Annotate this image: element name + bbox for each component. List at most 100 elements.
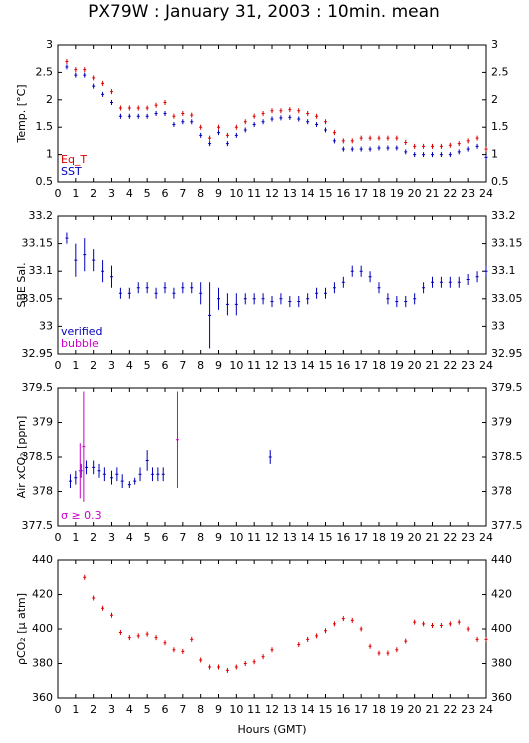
- x-tick-label: 13: [283, 359, 297, 372]
- x-tick-label: 11: [247, 531, 261, 544]
- x-tick-label: 23: [461, 359, 475, 372]
- error-point: [110, 470, 113, 485]
- x-tick-label: 19: [390, 703, 404, 716]
- data-point: [110, 89, 113, 95]
- x-tick-label: 7: [179, 187, 186, 200]
- error-point: [163, 282, 167, 294]
- data-point: [190, 636, 194, 642]
- data-point: [234, 664, 238, 670]
- y-tick-label: 33: [39, 319, 53, 332]
- data-point: [404, 638, 408, 644]
- data-point: [315, 113, 319, 119]
- data-point: [324, 127, 327, 133]
- error-point: [234, 293, 238, 316]
- data-point: [65, 64, 69, 70]
- error-point: [175, 391, 179, 489]
- x-tick-label: 23: [461, 531, 475, 544]
- page-title: PX79W : January 31, 2003 : 10min. mean: [88, 2, 440, 22]
- error-point: [208, 282, 212, 349]
- plot-frame: [57, 44, 487, 183]
- x-tick-label: 21: [426, 531, 440, 544]
- x-tick-label: 23: [461, 187, 475, 200]
- error-point: [199, 282, 203, 305]
- x-tick-label: 2: [90, 531, 97, 544]
- x-tick-label: 4: [126, 703, 133, 716]
- error-point: [359, 265, 363, 277]
- x-tick-label: 1: [72, 531, 79, 544]
- x-tick-label: 22: [443, 359, 457, 372]
- data-point: [341, 146, 345, 152]
- y-tick-label: 1.5: [36, 120, 54, 133]
- y-axis-label: ρCO₂ [μ atm]: [15, 593, 28, 665]
- data-point: [65, 58, 69, 64]
- error-point: [431, 276, 434, 288]
- data-point: [386, 135, 390, 141]
- data-point: [448, 621, 452, 627]
- data-point: [127, 105, 131, 111]
- x-tick-label: 19: [390, 187, 404, 200]
- data-point: [368, 643, 372, 649]
- x-tick-label: 20: [408, 703, 422, 716]
- data-point: [413, 143, 417, 149]
- data-point: [306, 636, 310, 642]
- error-point: [97, 463, 101, 478]
- y-tick-label: 378.5: [491, 450, 523, 463]
- data-point: [439, 623, 443, 629]
- data-point: [217, 664, 220, 670]
- x-axis-label: Hours (GMT): [237, 723, 306, 736]
- x-tick-label: 19: [390, 359, 404, 372]
- data-point: [377, 650, 381, 656]
- x-tick-label: 1: [72, 359, 79, 372]
- error-point: [151, 467, 155, 482]
- data-point: [306, 111, 310, 116]
- x-tick-label: 15: [319, 703, 333, 716]
- y-tick-label: 377.5: [491, 519, 523, 532]
- data-point: [413, 152, 417, 158]
- y-tick-label: 378.5: [22, 450, 54, 463]
- data-point: [181, 648, 185, 654]
- data-point: [475, 143, 479, 149]
- data-point: [74, 67, 78, 73]
- x-tick-label: 11: [247, 187, 261, 200]
- error-point: [172, 287, 176, 299]
- error-point: [368, 271, 372, 283]
- error-point: [306, 293, 310, 305]
- data-point: [297, 116, 301, 122]
- data-point: [457, 141, 461, 147]
- y-tick-label: 400: [491, 622, 512, 635]
- data-point: [172, 647, 176, 653]
- error-point: [341, 276, 345, 288]
- data-point: [332, 138, 336, 144]
- x-tick-label: 12: [265, 703, 279, 716]
- error-point: [78, 443, 82, 499]
- data-point: [118, 629, 122, 635]
- x-tick-label: 6: [162, 359, 169, 372]
- data-point: [386, 650, 390, 656]
- data-point: [422, 621, 426, 627]
- error-point: [145, 282, 149, 294]
- y-tick-label: 378: [32, 485, 53, 498]
- error-point: [161, 467, 165, 482]
- x-tick-label: 8: [197, 531, 204, 544]
- x-tick-label: 4: [126, 359, 133, 372]
- error-point: [332, 282, 336, 294]
- x-tick-label: 3: [108, 531, 115, 544]
- x-tick-label: 2: [90, 703, 97, 716]
- x-tick-label: 16: [336, 187, 350, 200]
- data-point: [83, 72, 87, 78]
- data-point: [243, 127, 247, 133]
- error-point: [65, 232, 69, 244]
- data-point: [386, 145, 390, 151]
- x-tick-label: 0: [55, 359, 62, 372]
- error-point: [225, 293, 229, 316]
- x-tick-label: 22: [443, 531, 457, 544]
- error-point: [127, 287, 131, 299]
- data-point: [190, 112, 194, 118]
- y-tick-label: 33.05: [22, 292, 54, 305]
- data-point: [324, 628, 327, 634]
- error-point: [270, 296, 274, 308]
- data-point: [332, 130, 336, 136]
- y-tick-label: 1: [491, 148, 498, 161]
- data-point: [431, 143, 434, 149]
- y-tick-label: 33: [491, 319, 505, 332]
